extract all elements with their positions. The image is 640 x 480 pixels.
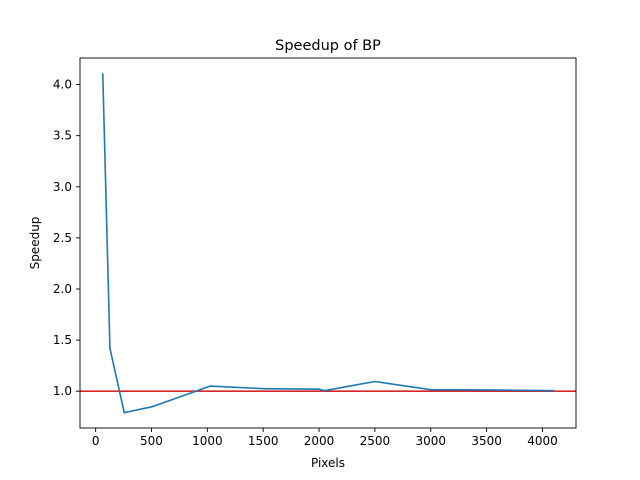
data-point-0-1 <box>109 347 111 350</box>
axes-frame <box>79 57 577 429</box>
x-tick-label-4: 2000 <box>304 434 335 448</box>
y-tick-label-0: 1.0 <box>53 384 72 398</box>
y-tick-label-3: 2.5 <box>53 231 72 245</box>
data-point-0-9 <box>429 388 432 391</box>
plot-area <box>79 57 577 429</box>
data-point-0-4 <box>209 385 211 387</box>
series-line-0 <box>101 73 555 414</box>
data-point-0-3 <box>151 405 154 408</box>
data-point-0-11 <box>552 389 555 392</box>
data-point-0-0 <box>101 73 104 76</box>
x-tick-label-0: 0 <box>92 434 100 448</box>
x-tick-label-3: 1500 <box>248 434 279 448</box>
data-point-0-6 <box>318 388 320 391</box>
y-tick-label-1: 1.5 <box>53 333 72 347</box>
data-point-0-7 <box>323 389 326 392</box>
data-point-0-5 <box>262 387 265 390</box>
x-tick-label-2: 1000 <box>192 434 223 448</box>
x-axis: 0 500 1000 1500 2000 2500 3000 3500 4000 <box>92 428 558 448</box>
y-tick-label-5: 3.5 <box>53 129 72 143</box>
x-tick-label-8: 4000 <box>527 434 558 448</box>
y-tick-label-4: 3.0 <box>53 180 72 194</box>
y-tick-label-6: 4.0 <box>53 78 72 92</box>
x-tick-label-7: 3500 <box>471 434 502 448</box>
x-tick-label-1: 500 <box>140 434 163 448</box>
data-point-0-8 <box>374 380 376 383</box>
y-tick-label-2: 2.0 <box>53 282 72 296</box>
x-tick-label-6: 3000 <box>416 434 447 448</box>
chart-title: Speedup of BP <box>275 38 381 54</box>
y-axis: 1.0 1.5 2.0 2.5 3.0 3.5 4.0 <box>53 78 80 398</box>
x-tick-label-5: 2500 <box>360 434 391 448</box>
data-point-0-10 <box>485 389 488 391</box>
x-axis-label: Pixels <box>311 456 345 470</box>
y-axis-label: Speedup <box>28 217 42 270</box>
data-point-0-2 <box>123 411 126 414</box>
